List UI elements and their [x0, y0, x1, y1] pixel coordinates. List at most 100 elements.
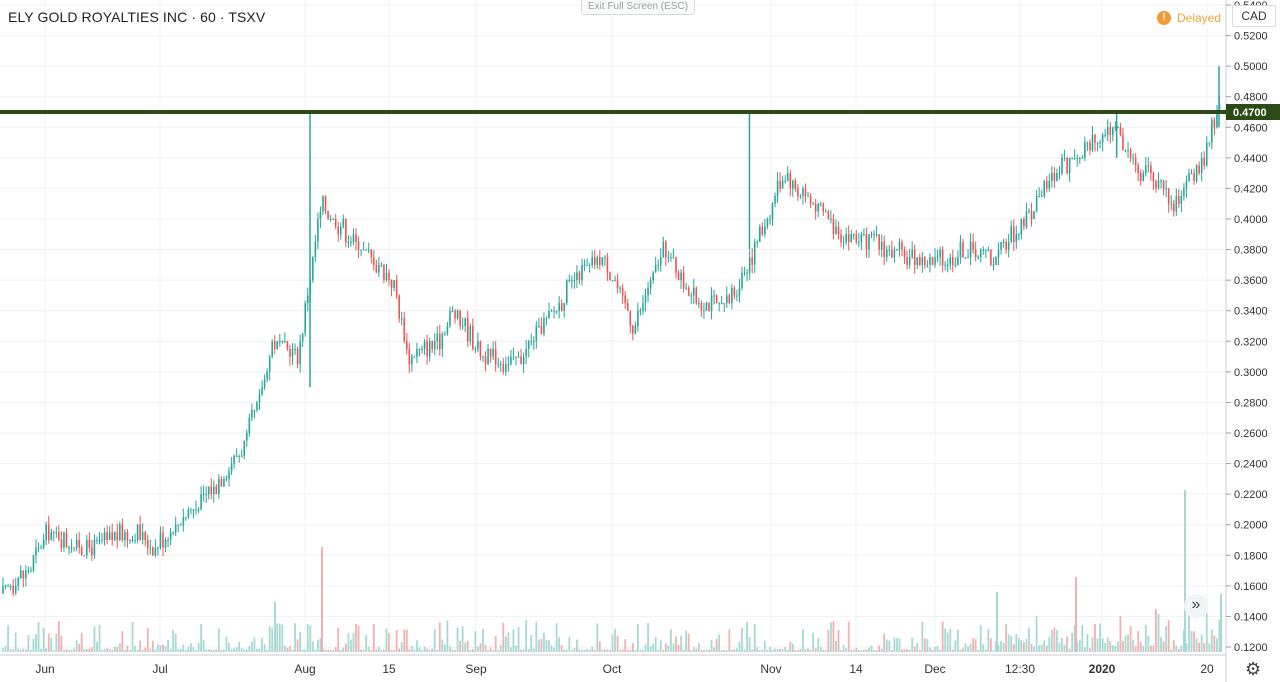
time-axis: Jun Jul Aug 15 Sep Oct Nov 14 Dec 12:30 2020 20: [35, 662, 1214, 676]
volume-bar: [753, 624, 756, 652]
volume-bar: [558, 637, 561, 652]
candle-body: [520, 356, 522, 365]
volume-bar: [863, 649, 865, 652]
candle-body: [568, 280, 571, 282]
candle-body: [1045, 180, 1048, 189]
volume-bar: [885, 639, 888, 652]
delayed-indicator[interactable]: ! Delayed: [1157, 11, 1221, 25]
candle-body: [593, 257, 596, 265]
volume-bar: [352, 633, 355, 652]
candle-body: [162, 532, 164, 548]
volume-bar: [883, 633, 886, 652]
candle-body: [723, 303, 726, 305]
volume-bar: [692, 646, 695, 652]
candle-body: [1203, 157, 1206, 166]
candle-body: [428, 341, 431, 357]
volume-bar: [240, 648, 243, 652]
volume-bar: [454, 649, 456, 652]
candle-body: [883, 241, 886, 258]
candle-body: [954, 264, 957, 266]
volume-bar: [603, 649, 606, 652]
volume-bar: [27, 635, 30, 652]
volume-bar: [736, 648, 738, 652]
candle-body: [25, 570, 27, 579]
volume-bar: [385, 628, 388, 652]
candle-body: [1139, 173, 1142, 181]
volume-bar: [664, 643, 667, 652]
volume-bar: [96, 641, 98, 652]
volume-bar: [807, 648, 809, 652]
candle-body: [431, 341, 433, 349]
volume-bar: [1030, 643, 1033, 652]
candle-body: [492, 348, 494, 357]
candle-body: [830, 219, 832, 220]
candle-body: [538, 326, 540, 327]
volume-bar: [1157, 613, 1160, 652]
candle-body: [738, 287, 741, 296]
price-tick-label: 0.3600: [1234, 275, 1268, 287]
candle-body: [682, 272, 685, 288]
volume-bar: [446, 620, 449, 652]
volume-bar: [1005, 624, 1008, 652]
volume-bar: [1007, 634, 1010, 652]
price-tick-label: 0.5000: [1234, 61, 1268, 73]
volume-bar: [667, 645, 670, 652]
candle-body: [581, 264, 583, 281]
candle-body: [1028, 211, 1030, 213]
volume-bar: [12, 649, 15, 652]
candle-body: [88, 540, 91, 548]
volume-bar: [225, 636, 228, 652]
volume-bar: [972, 638, 975, 652]
candle-body: [586, 264, 588, 266]
candle-body: [675, 257, 677, 273]
candle-body: [116, 532, 119, 540]
candle-body: [840, 234, 842, 242]
volume-bar: [690, 649, 693, 652]
volume-bar: [756, 647, 759, 652]
currency-button[interactable]: CAD: [1232, 5, 1276, 27]
candle-body: [1106, 127, 1109, 135]
volume-bar: [1033, 646, 1035, 652]
candle-body: [1091, 134, 1094, 151]
volume-bar: [179, 649, 182, 652]
candle-body: [179, 524, 182, 526]
volume-bar: [357, 625, 360, 652]
volume-bar: [642, 649, 644, 652]
candle-body: [22, 570, 25, 579]
volume-bar: [893, 637, 896, 652]
volume-bar: [504, 636, 507, 652]
volume-bar: [367, 646, 370, 652]
volume-bar: [840, 649, 842, 652]
price-tick-label: 0.2000: [1234, 520, 1268, 532]
candle-body: [70, 547, 73, 549]
settings-gear-icon[interactable]: ⚙: [1245, 659, 1262, 679]
volume-bar: [1208, 643, 1211, 652]
scroll-to-realtime-icon[interactable]: »: [1184, 594, 1208, 618]
candle-body: [517, 356, 520, 358]
candle-body: [192, 509, 195, 511]
candle-body: [248, 417, 251, 433]
candle-body: [731, 287, 733, 304]
candle-body: [141, 532, 144, 540]
candle-body: [758, 226, 761, 242]
candle-body: [916, 257, 919, 265]
exit-fullscreen-button[interactable]: Exit Full Screen (ESC): [581, 0, 696, 15]
candle-body: [685, 287, 687, 289]
volume-bar: [532, 648, 535, 652]
volume-bar: [418, 647, 421, 652]
candle-body: [505, 364, 507, 372]
candle-body: [807, 196, 809, 198]
candle-body: [441, 333, 444, 349]
candle-body: [545, 318, 548, 320]
candle-body: [167, 540, 169, 541]
volume-bar: [1139, 641, 1142, 652]
candle-body: [40, 547, 42, 549]
candle-body: [583, 264, 586, 266]
volume-spike: [1075, 577, 1077, 652]
volume-bar: [63, 650, 65, 652]
volume-bar: [98, 625, 101, 652]
candle-body: [228, 471, 230, 479]
candle-body: [334, 219, 337, 227]
time-tick-label: Sep: [465, 662, 487, 676]
